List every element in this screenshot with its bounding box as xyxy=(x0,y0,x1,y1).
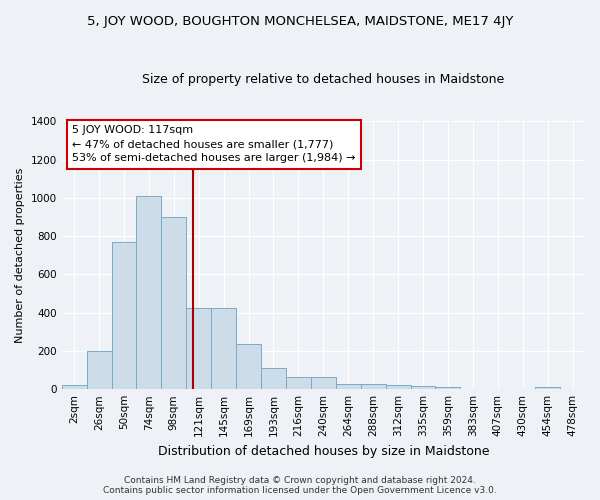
Bar xyxy=(261,368,286,389)
Bar xyxy=(336,384,361,389)
Bar xyxy=(136,196,161,389)
Text: Contains HM Land Registry data © Crown copyright and database right 2024.
Contai: Contains HM Land Registry data © Crown c… xyxy=(103,476,497,495)
Bar xyxy=(161,217,186,389)
Bar xyxy=(361,384,386,389)
Bar xyxy=(286,376,311,389)
Bar xyxy=(311,376,336,389)
Bar xyxy=(186,308,211,389)
Text: 5 JOY WOOD: 117sqm
← 47% of detached houses are smaller (1,777)
53% of semi-deta: 5 JOY WOOD: 117sqm ← 47% of detached hou… xyxy=(72,126,356,164)
Bar xyxy=(112,242,136,389)
Bar xyxy=(386,386,410,389)
Bar xyxy=(410,386,436,389)
Title: Size of property relative to detached houses in Maidstone: Size of property relative to detached ho… xyxy=(142,72,505,86)
Bar xyxy=(535,388,560,389)
Bar xyxy=(436,388,460,389)
Bar xyxy=(62,386,86,389)
Y-axis label: Number of detached properties: Number of detached properties xyxy=(15,168,25,343)
Bar xyxy=(236,344,261,389)
Bar xyxy=(211,308,236,389)
X-axis label: Distribution of detached houses by size in Maidstone: Distribution of detached houses by size … xyxy=(158,444,489,458)
Text: 5, JOY WOOD, BOUGHTON MONCHELSEA, MAIDSTONE, ME17 4JY: 5, JOY WOOD, BOUGHTON MONCHELSEA, MAIDST… xyxy=(87,15,513,28)
Bar xyxy=(86,351,112,389)
